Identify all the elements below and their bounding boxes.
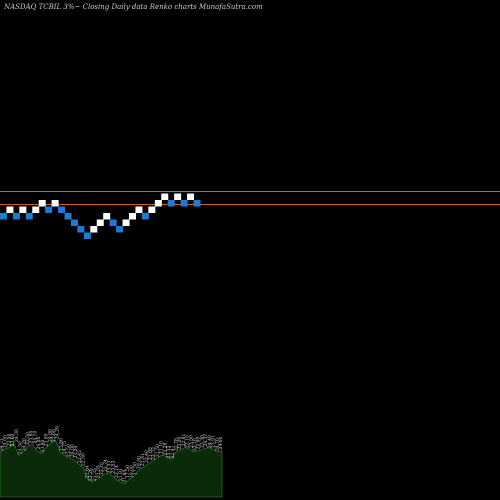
volume-area [0, 439, 223, 498]
renko-brick-up [103, 213, 111, 220]
renko-brick-up [129, 213, 136, 220]
volume-label: 21.50 [155, 444, 161, 457]
volume-label: 18.00 [129, 465, 135, 478]
volume-label: 24.70 [214, 438, 220, 451]
renko-brick-down [58, 206, 66, 213]
renko-brick-down [180, 200, 188, 207]
renko-brick-up [38, 200, 46, 207]
volume-label: 23.50 [188, 435, 194, 448]
renko-brick-down [109, 219, 117, 226]
volume-label: 24.00 [3, 435, 9, 448]
volume-label: 23.80 [58, 438, 64, 451]
renko-brick-up [161, 193, 169, 200]
volume-label: 24.60 [218, 436, 224, 449]
volume-label: 22.33 [151, 447, 157, 460]
volume-label: 22.81 [181, 433, 187, 446]
volume-label: 24.75 [62, 441, 68, 454]
volume-label: 21.44 [121, 469, 127, 482]
volume-label: 24.10 [32, 430, 38, 443]
volume-label: 22.14 [114, 465, 120, 478]
renko-brick-down [70, 219, 78, 226]
volume-label: 23.80 [29, 430, 35, 443]
volume-label: 24.30 [14, 429, 20, 442]
renko-bricks [0, 193, 201, 239]
renko-brick-down [116, 226, 124, 233]
renko-brick-up [6, 206, 14, 213]
renko-brick-down [0, 213, 7, 220]
renko-brick-up [32, 206, 40, 213]
volume-label: 23.90 [40, 439, 46, 452]
volume-label: 23.50 [44, 433, 50, 446]
volume-label: 24.40 [207, 435, 213, 448]
volume-label: 17.50 [125, 465, 131, 478]
renko-brick-up [187, 193, 195, 200]
volume-label: 22.28 [162, 442, 168, 455]
volume-label: 24.00 [36, 436, 42, 449]
renko-brick-up [148, 206, 156, 213]
volume-label: 23.91 [211, 435, 217, 448]
volume-panel [0, 439, 223, 498]
volume-label: 24.71 [0, 438, 5, 451]
renko-brick-up [154, 200, 162, 207]
volume-label: 23.50 [66, 444, 72, 457]
volume-label: 22.40 [144, 450, 150, 463]
volume-label: 23.33 [107, 460, 113, 473]
volume-label: 24.00 [70, 444, 76, 457]
renko-brick-up [96, 219, 104, 226]
renko-brick-up [90, 226, 98, 233]
volume-label: 21.35 [92, 468, 98, 481]
volume-label: 23.00 [177, 436, 183, 449]
volume-label: 23.60 [10, 433, 16, 446]
volume-label: 21.10 [159, 441, 165, 454]
volume-label: 22.26 [88, 468, 94, 481]
volume-label: 22.47 [170, 445, 176, 458]
volume-label: 24.37 [203, 433, 209, 446]
renko-brick-down [193, 200, 201, 207]
volume-label: 23.52 [110, 460, 116, 473]
volume-label: 21.95 [147, 447, 153, 460]
volume-label: 23.50 [6, 433, 12, 446]
renko-brick-up [19, 206, 27, 213]
renko-brick-down [83, 232, 91, 239]
renko-brick-down [12, 213, 20, 220]
volume-label: 23.50 [25, 432, 31, 445]
volume-label: 19.50 [136, 456, 142, 469]
renko-brick-down [25, 213, 33, 220]
renko-brick-up [122, 219, 130, 226]
volume-label: 21.64 [84, 465, 90, 478]
volume-label: 22.10 [99, 462, 105, 475]
volume-label: 24.50 [18, 441, 24, 454]
renko-brick-up [51, 200, 59, 207]
reference-lines [0, 191, 500, 205]
renko-brick-down [64, 213, 72, 220]
volume-labels: 24.7124.0023.5023.6024.3024.5024.2023.50… [0, 426, 224, 483]
volume-label: 23.33 [166, 445, 172, 458]
volume-label: 21.55 [96, 465, 102, 478]
volume-label: 24.00 [47, 429, 53, 442]
volume-label: 22.90 [196, 436, 202, 449]
volume-label: 23.10 [192, 438, 198, 451]
volume-label: 22.78 [173, 438, 179, 451]
volume-label: 24.20 [21, 438, 27, 451]
volume-label: 17.50 [133, 462, 139, 475]
renko-brick-up [135, 206, 143, 213]
renko-brick-down [77, 226, 85, 233]
renko-brick-up [174, 193, 182, 200]
volume-label: 23.10 [185, 435, 191, 448]
renko-brick-down [167, 200, 175, 207]
volume-label: 23.60 [51, 429, 57, 442]
chart-title: NASDAQ TCBIL 3%~ Closing Daily data Renk… [3, 3, 263, 11]
volume-label: 23.20 [73, 445, 79, 458]
volume-label: 21.81 [140, 453, 146, 466]
renko-brick-down [141, 213, 149, 220]
volume-label: 21.91 [118, 468, 124, 481]
volume-label: 22.45 [77, 450, 83, 463]
volume-label: 22.74 [103, 459, 109, 472]
volume-label: 23.30 [199, 435, 205, 448]
renko-brick-down [45, 206, 53, 213]
volume-label: 24.29 [55, 426, 61, 439]
volume-label: 22.50 [81, 453, 87, 466]
